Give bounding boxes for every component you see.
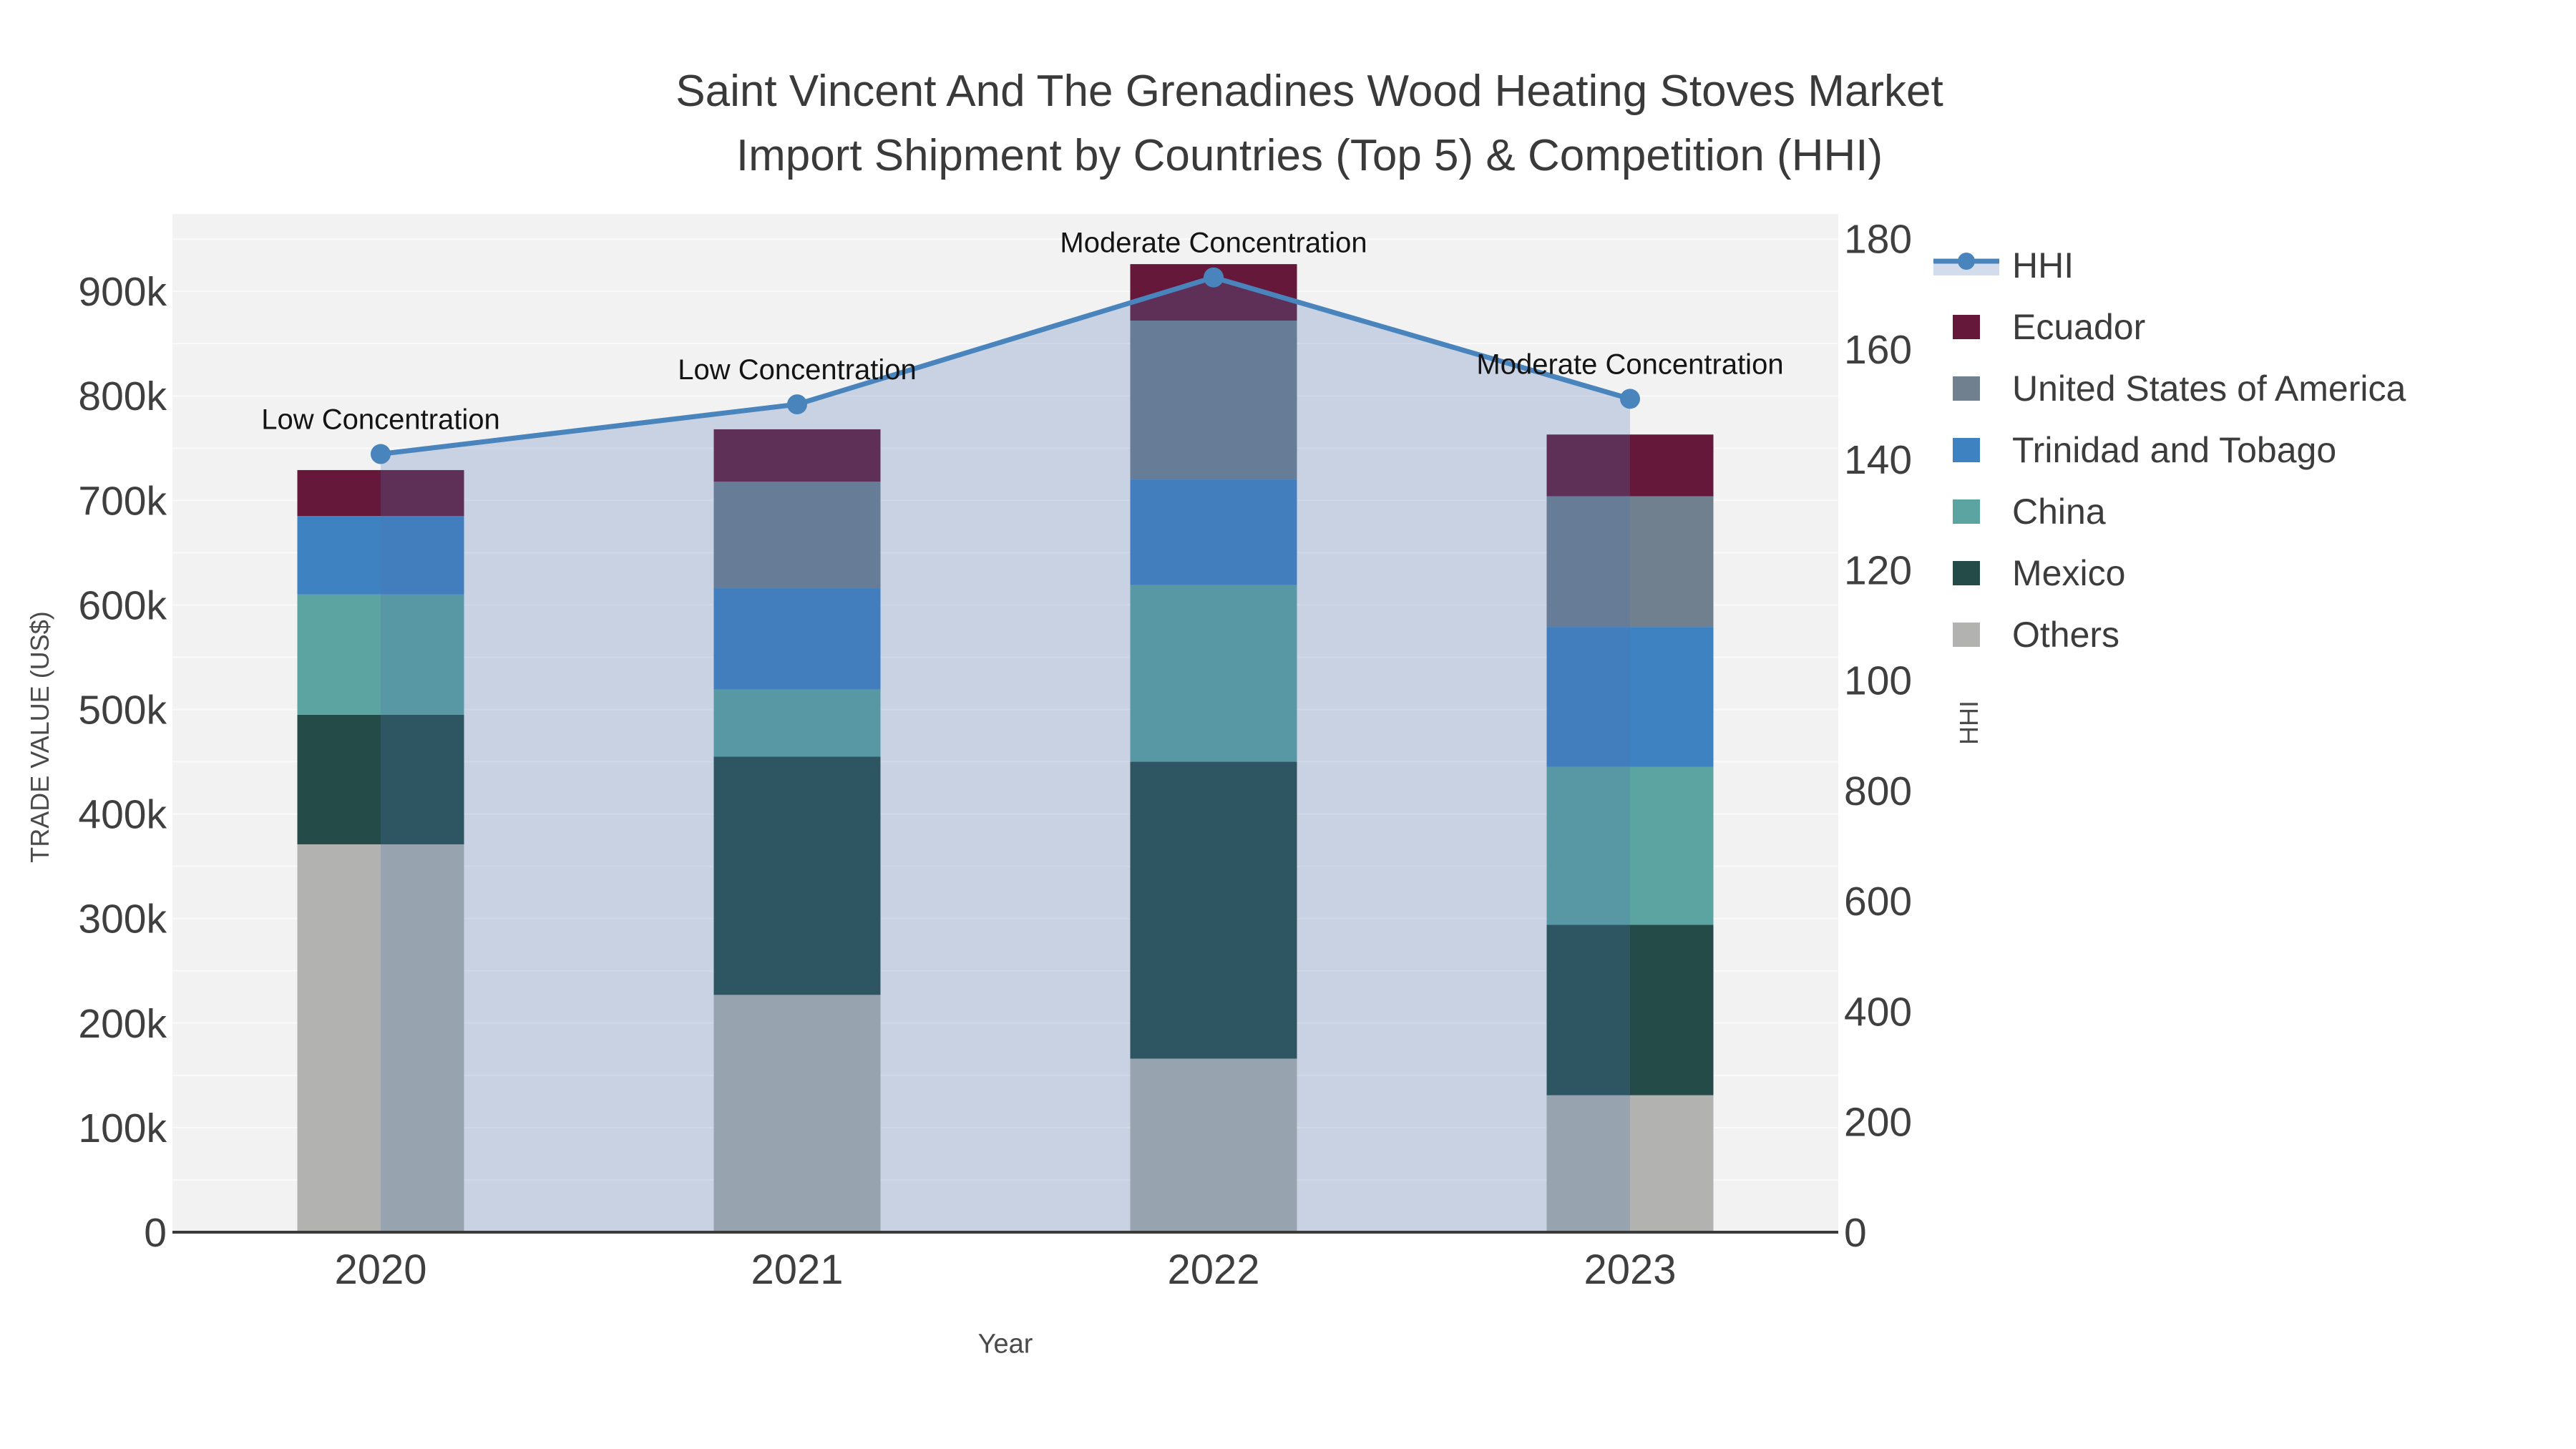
legend-swatch [1932,499,2001,524]
annotation-label: Moderate Concentration [1060,228,1367,259]
legend-entry: Others [1932,604,2406,665]
bar-segment [1546,924,1714,1096]
left-tick-label: 100k [78,1106,167,1151]
legend-entry: Trinidad and Tobago [1932,419,2406,481]
right-tick-label: 100 [1844,658,1912,704]
x-axis-line [172,1231,1838,1234]
annotation-label: Moderate Concentration [1476,348,1783,380]
legend-entry: United States of America [1932,358,2406,419]
hhi-marker [1620,389,1640,409]
legend-swatch [1932,315,2001,339]
bar-segment [1546,1095,1714,1232]
left-tick-label: 500k [78,688,167,733]
legend-label: Mexico [2012,553,2126,593]
left-tick-label: 0 [144,1210,167,1256]
x-tick-label: 2020 [334,1246,426,1293]
bar-segment [1546,766,1714,925]
legend-color-swatch [1953,561,1980,585]
right-tick-label: 140 [1844,437,1912,483]
legend-swatch [1932,623,2001,647]
hhi-legend-icon [1933,253,1999,275]
bar-segment [297,594,464,715]
legend-color-swatch [1953,438,1980,462]
hhi-marker [1204,267,1224,288]
hhi-line [380,275,1631,457]
legend-label: Trinidad and Tobago [2012,430,2337,470]
bar-segment [713,588,881,690]
right-tick-label: 120 [1844,547,1912,593]
legend-color-swatch [1953,376,1980,401]
annotation-label: Low Concentration [261,404,500,436]
bar-segment [1130,761,1297,1059]
legend-label: Others [2012,615,2120,655]
left-tick-label: 800k [78,374,167,419]
left-axis-title: TRADE VALUE (US$) [25,611,54,863]
legend-entry: HHI [1932,235,2406,296]
legend-swatch [1932,561,2001,585]
right-tick-label: 400 [1844,989,1912,1035]
legend-swatch [1932,438,2001,462]
legend-entry: China [1932,481,2406,542]
bar-segment [1546,627,1714,767]
bar-segment [713,756,881,995]
legend-color-swatch [1953,499,1980,524]
legend-entry: Mexico [1932,542,2406,604]
x-tick-label: 2022 [1167,1246,1259,1293]
bar-segment [1130,1058,1297,1232]
legend-swatch [1932,376,2001,401]
chart-subtitle: Import Shipment by Countries (Top 5) & C… [736,131,1883,180]
left-tick-label: 300k [78,897,167,942]
left-tick-label: 200k [78,1001,167,1047]
hhi-marker [371,444,391,464]
bar-segment [713,689,881,757]
legend-label: HHI [2012,245,2074,286]
bar-segment [1130,321,1297,480]
bar-segment [297,714,464,844]
legend-color-swatch [1953,623,1980,647]
bar-segment [297,516,464,595]
legend-color-swatch [1953,315,1980,339]
legend: HHI Ecuador United States of America Trinid… [1932,235,2406,665]
legend-entry: Ecuador [1932,296,2406,358]
left-tick-label: 700k [78,478,167,524]
right-tick-label: 200 [1844,1100,1912,1146]
bar-segment [297,844,464,1232]
left-tick-label: 400k [78,792,167,838]
bar-segment [1546,496,1714,628]
annotation-label: Low Concentration [678,354,917,386]
right-tick-label: 800 [1844,769,1912,814]
hhi-marker [787,394,807,415]
legend-label: Ecuador [2012,307,2146,347]
right-tick-label: 600 [1844,879,1912,924]
right-tick-label: 180 [1844,217,1912,263]
bar-segment [1546,434,1714,497]
right-tick-label: 160 [1844,327,1912,373]
bar-segment [297,469,464,517]
bar-segment [713,482,881,589]
right-axis-title: HHI [1954,701,1984,745]
chart-title: Saint Vincent And The Grenadines Wood He… [675,67,1943,116]
legend-line-sample [1932,250,2001,281]
left-tick-label: 600k [78,582,167,628]
legend-label: United States of America [2012,369,2406,409]
x-axis-title: Year [977,1329,1033,1360]
bar-segment [1130,585,1297,762]
legend-label: China [2012,492,2106,532]
hhi-area-fill [381,277,1630,1232]
right-tick-label: 0 [1844,1210,1867,1256]
bar-segment [1130,479,1297,585]
x-tick-label: 2021 [751,1246,843,1293]
bar-segment [713,429,881,482]
bar-segment [713,995,881,1232]
x-tick-label: 2023 [1584,1246,1676,1293]
left-tick-label: 900k [78,269,167,315]
